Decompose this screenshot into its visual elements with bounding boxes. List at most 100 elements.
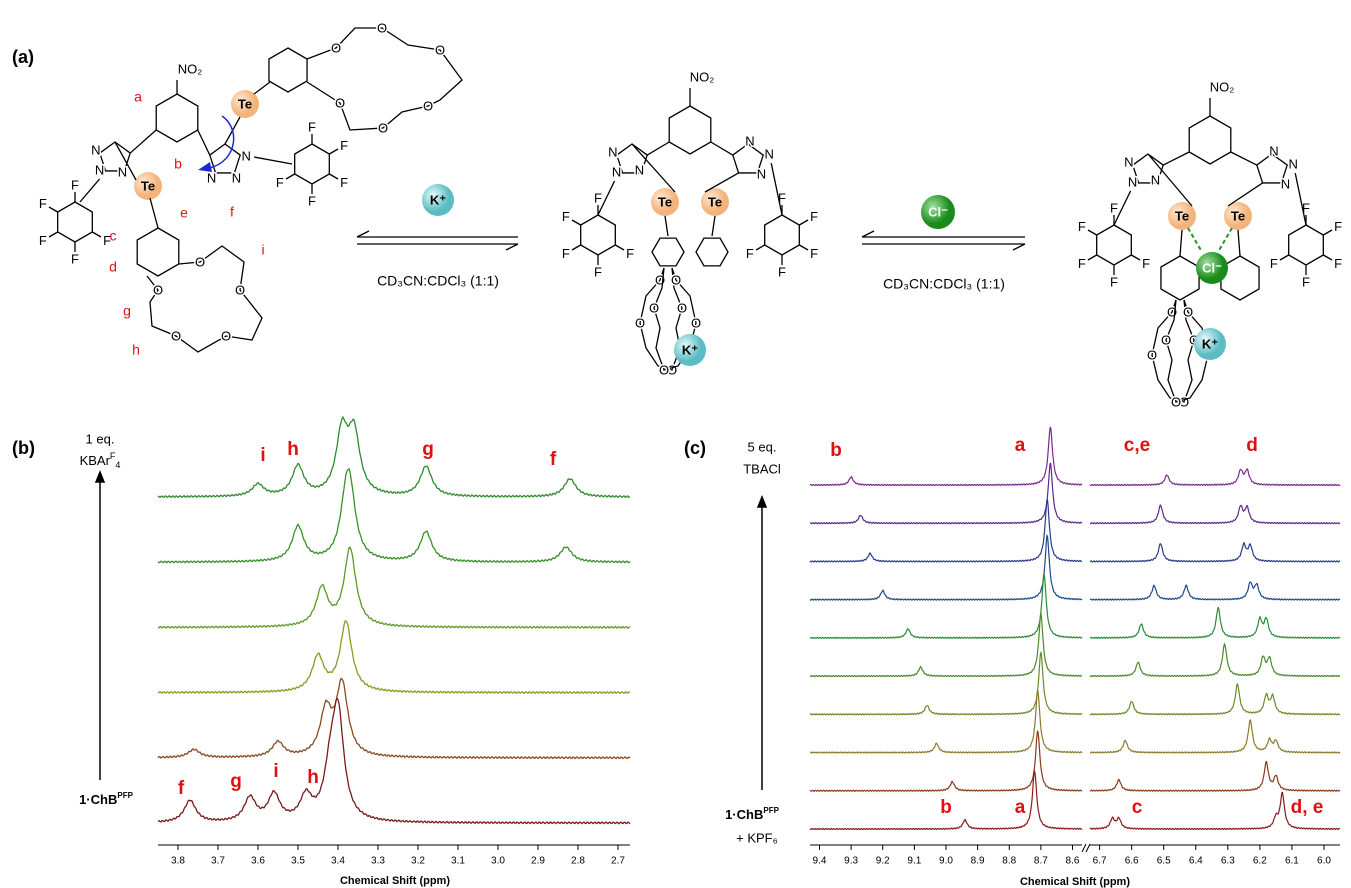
rotation-arrow — [210, 116, 234, 168]
spectrum — [810, 427, 1340, 486]
bond — [1228, 183, 1263, 206]
bond — [756, 245, 765, 250]
bond — [150, 198, 158, 228]
atom-label: N — [1269, 143, 1278, 158]
atom-label: F — [1110, 274, 1118, 289]
atom-label: O — [153, 282, 163, 297]
atom-label: O — [331, 40, 341, 55]
proton-label: g — [123, 303, 131, 319]
bond — [1295, 173, 1306, 225]
ion-label: Cl⁻ — [1202, 260, 1222, 275]
bond — [1280, 255, 1289, 260]
bond — [58, 202, 93, 242]
compound: 1·ChBPFP — [79, 791, 134, 807]
x-tick-label: 9.4 — [813, 856, 827, 867]
figure: (a) (b) (c) K⁺ CD₃CN:CDCl₃ (1:1) Cl⁻ CD₃… — [0, 0, 1351, 888]
te-label: Te — [658, 194, 672, 209]
te-label: Te — [1175, 208, 1189, 223]
panel-label: (b) — [12, 438, 35, 458]
atom-label: N — [1289, 156, 1298, 171]
spectrum — [810, 771, 1340, 829]
atom-label: N — [207, 170, 216, 185]
peak-label: h — [287, 439, 299, 460]
bond — [1238, 230, 1240, 256]
bond — [765, 215, 800, 255]
atom-label: F — [1078, 219, 1086, 234]
atom-label: F — [308, 119, 316, 134]
bond — [669, 106, 711, 154]
atom-label: F — [810, 209, 818, 224]
ion-label: K⁺ — [1202, 336, 1218, 351]
spectrum — [810, 463, 1340, 524]
atom-label: F — [1334, 256, 1342, 271]
atom-label: N — [1151, 172, 1160, 187]
peak-label: g — [422, 439, 434, 460]
panel-label: (c) — [684, 438, 706, 458]
atom-label: O — [235, 282, 245, 297]
bond — [799, 220, 808, 225]
x-tick-label: 9.0 — [939, 856, 953, 867]
reagent-sub: 4 — [115, 460, 120, 470]
spectrum — [810, 573, 1340, 638]
x-tick-label: 2.7 — [611, 856, 625, 867]
atom-label: O — [1161, 332, 1171, 347]
x-tick-label: 6.4 — [1189, 856, 1203, 867]
te-label: Te — [141, 178, 155, 193]
atom-label: F — [1334, 219, 1342, 234]
axis-break — [1082, 844, 1090, 852]
peak-label: g — [230, 771, 242, 792]
atom-label: N — [118, 164, 127, 179]
bond — [581, 215, 616, 255]
atom-label: F — [39, 196, 47, 211]
atom-label: F — [39, 233, 47, 248]
atom-label: F — [562, 209, 570, 224]
bond — [49, 232, 58, 237]
solvent: CD₃CN:CDCl₃ (1:1) — [883, 276, 1005, 292]
titration-arrow — [96, 472, 104, 780]
spectrum — [158, 417, 630, 497]
x-tick-label: 8.8 — [1002, 856, 1016, 867]
te-label: Te — [1231, 208, 1245, 223]
atom-label: F — [1078, 256, 1086, 271]
x-tick-label: 6.1 — [1285, 856, 1299, 867]
atom-label: F — [1302, 274, 1310, 289]
bond — [1189, 116, 1231, 164]
bond — [705, 173, 739, 192]
spectrum — [158, 698, 630, 823]
atom-label: F — [594, 264, 602, 279]
bond — [1163, 152, 1189, 165]
peak-label: d — [1246, 435, 1258, 456]
spectrum — [810, 691, 1340, 753]
bond — [130, 130, 156, 153]
ion-label: K⁺ — [430, 192, 446, 207]
proton-label: a — [134, 89, 142, 105]
bond — [254, 82, 270, 94]
bond — [1231, 152, 1257, 165]
bond — [329, 149, 338, 154]
proton-label: d — [109, 259, 117, 275]
x-tick-label: 3.1 — [451, 856, 465, 867]
atom-label: F — [1270, 256, 1278, 271]
x-tick-label: 3.3 — [371, 856, 385, 867]
proton-label: h — [132, 342, 140, 358]
spectrum — [158, 469, 630, 563]
atom-label: N — [1128, 174, 1137, 189]
atom-label: N — [91, 142, 100, 157]
bond — [771, 163, 782, 215]
bond — [711, 142, 733, 155]
atom-label: N — [635, 162, 644, 177]
atom-label: O — [1183, 304, 1193, 319]
atom-label: N — [232, 170, 241, 185]
atom-label: O — [1147, 347, 1157, 362]
reagent: TBACl — [743, 461, 781, 476]
x-tick-label: 6.7 — [1093, 856, 1107, 867]
x-tick-label: 3.0 — [491, 856, 505, 867]
peak-label: a — [1015, 435, 1026, 456]
compound-sup: PFP — [117, 791, 133, 800]
atom-label: F — [340, 175, 348, 190]
bond — [647, 142, 669, 155]
bond — [1323, 255, 1332, 260]
compound-base: 1·ChB — [725, 807, 763, 822]
reagent: KBArF4 — [80, 451, 121, 470]
proton-label: b — [174, 156, 182, 172]
